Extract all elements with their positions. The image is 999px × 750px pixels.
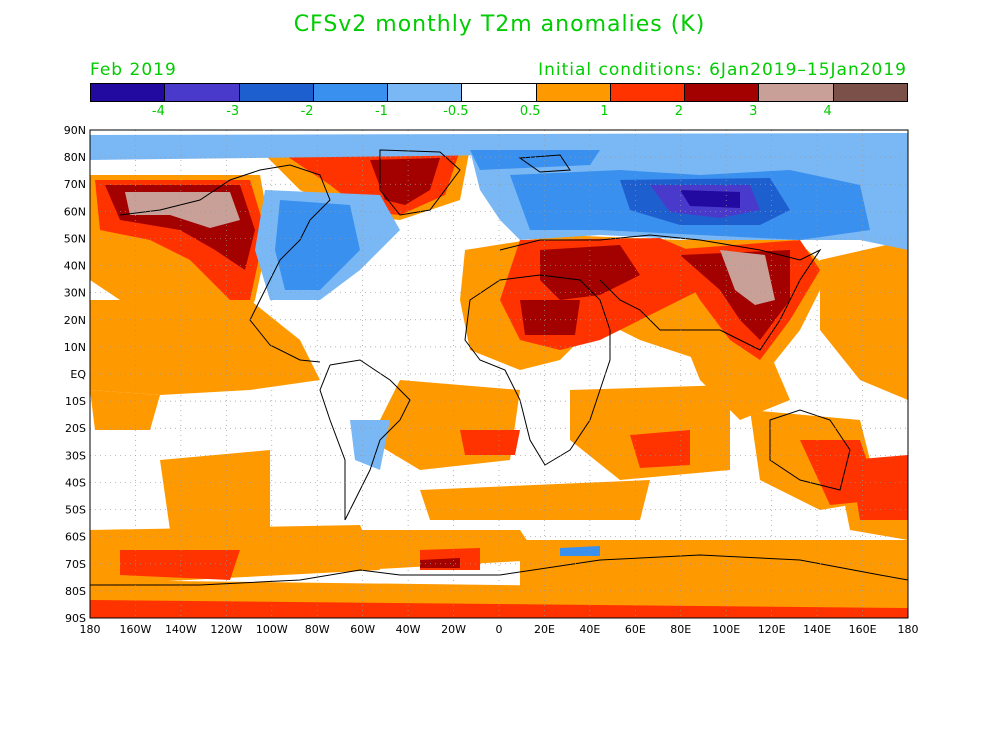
lat-label: 80S	[65, 585, 86, 598]
lat-label: EQ	[70, 368, 86, 381]
lat-label: 90S	[65, 612, 86, 625]
lon-label: 140E	[803, 623, 831, 636]
colorbar-swatch	[833, 84, 907, 101]
lon-label: 100W	[256, 623, 288, 636]
lat-label: 30S	[65, 449, 86, 462]
lat-label: 30N	[64, 287, 86, 300]
colorbar-swatch	[536, 84, 611, 101]
anomaly-field	[90, 130, 908, 618]
colorbar-tick-label: 2	[674, 104, 684, 119]
lon-label: 40W	[396, 623, 421, 636]
colorbar-swatch	[165, 84, 240, 101]
lon-label: 140W	[165, 623, 197, 636]
colorbar-swatch	[610, 84, 686, 101]
lat-label: 40N	[64, 260, 86, 273]
lon-label: 60W	[350, 623, 375, 636]
lon-label: 160W	[120, 623, 152, 636]
lon-label: 180	[898, 623, 919, 636]
colorbar	[90, 83, 908, 102]
longitude-labels: 180 160W 140W 120W 100W 80W 60W 40W 20W 0 20E 40E 60…	[80, 623, 919, 636]
extreme-warm-regions	[125, 192, 775, 305]
lon-label: 120E	[758, 623, 786, 636]
lon-label: 20W	[441, 623, 466, 636]
lat-label: 10N	[64, 341, 86, 354]
lat-label: 60N	[64, 205, 86, 218]
colorbar-swatch	[685, 84, 760, 101]
lat-label: 10S	[65, 395, 86, 408]
lon-label: 160E	[849, 623, 877, 636]
colorbar-swatch	[462, 84, 537, 101]
lat-label: 70N	[64, 178, 86, 191]
lat-label: 80N	[64, 151, 86, 164]
lat-label: 20N	[64, 314, 86, 327]
lon-label: 60E	[625, 623, 646, 636]
coastlines	[90, 149, 908, 586]
lat-label: 90N	[64, 124, 86, 137]
lon-label: 20E	[534, 623, 555, 636]
lat-label: 60S	[65, 531, 86, 544]
colorbar-swatch	[239, 84, 314, 101]
lat-label: 20S	[65, 422, 86, 435]
lat-label: 40S	[65, 476, 86, 489]
colorbar-swatch	[388, 84, 463, 101]
colorbar-tick-label: -1	[374, 104, 388, 119]
colorbar-swatch	[91, 84, 166, 101]
colorbar-labels: -4 -3 -2 -1 -0.5 0.5 1 2 3 4	[90, 104, 908, 120]
colorbar-tick-label: -0.5	[443, 104, 469, 119]
latitude-labels: 90N 80N 70N 60N 50N 40N 30N 20N 10N EQ 10S 20S 30S 40…	[64, 124, 87, 625]
lon-label: 0	[496, 623, 503, 636]
lon-label: 40E	[579, 623, 600, 636]
colorbar-tick-label: 3	[749, 104, 758, 119]
lat-label: 70S	[65, 558, 86, 571]
lon-label: 100E	[712, 623, 740, 636]
colorbar-tick-label: 1	[600, 104, 609, 119]
colorbar-tick-label: 0.5	[519, 104, 541, 119]
lon-label: 120W	[210, 623, 242, 636]
colorbar-tick-label: -4	[151, 104, 165, 119]
initial-conditions-label: Initial conditions: 6Jan2019–15Jan2019	[538, 60, 907, 80]
map-frame	[89, 129, 909, 619]
lon-label: 180	[80, 623, 101, 636]
cold-anomaly-regions	[90, 133, 908, 556]
lon-label: 80E	[670, 623, 691, 636]
colorbar-tick-label: -3	[226, 104, 240, 119]
lat-label: 50N	[64, 232, 86, 245]
lat-label: 50S	[65, 504, 86, 517]
colorbar-swatch	[313, 84, 389, 101]
colorbar-swatch	[759, 84, 834, 101]
colorbar-tick-label: 4	[823, 104, 832, 119]
chart-title: CFSv2 monthly T2m anomalies (K)	[293, 12, 706, 37]
colorbar-tick-label: -2	[300, 104, 314, 119]
lon-label: 80W	[305, 623, 330, 636]
valid-month-label: Feb 2019	[90, 60, 177, 80]
